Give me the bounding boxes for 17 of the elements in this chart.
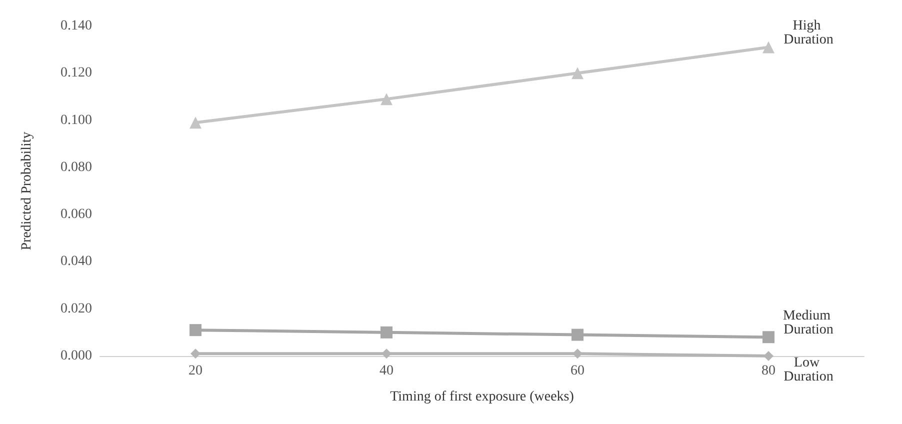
y-tick-label: 0.000	[60, 348, 92, 364]
series-label: Low Duration	[784, 356, 834, 384]
y-tick-label: 0.120	[60, 66, 92, 81]
series-label: Medium Duration	[783, 308, 834, 338]
x-tick-label: 60	[570, 364, 584, 378]
x-axis-title: Timing of first exposure (weeks)	[390, 390, 574, 404]
y-tick-label: 0.140	[60, 18, 92, 34]
y-tick-label: 0.080	[60, 160, 92, 175]
y-tick-label: 0.020	[60, 301, 92, 316]
series-label: High Duration	[784, 18, 834, 48]
x-tick-label: 80	[762, 364, 776, 378]
x-tick-label: 20	[188, 364, 202, 378]
y-axis-title: Predicted Probability	[20, 132, 34, 250]
y-tick-label: 0.040	[60, 254, 92, 270]
y-tick-label: 0.100	[60, 112, 92, 128]
x-tick-label: 40	[380, 364, 394, 378]
y-tick-label: 0.060	[60, 207, 92, 222]
